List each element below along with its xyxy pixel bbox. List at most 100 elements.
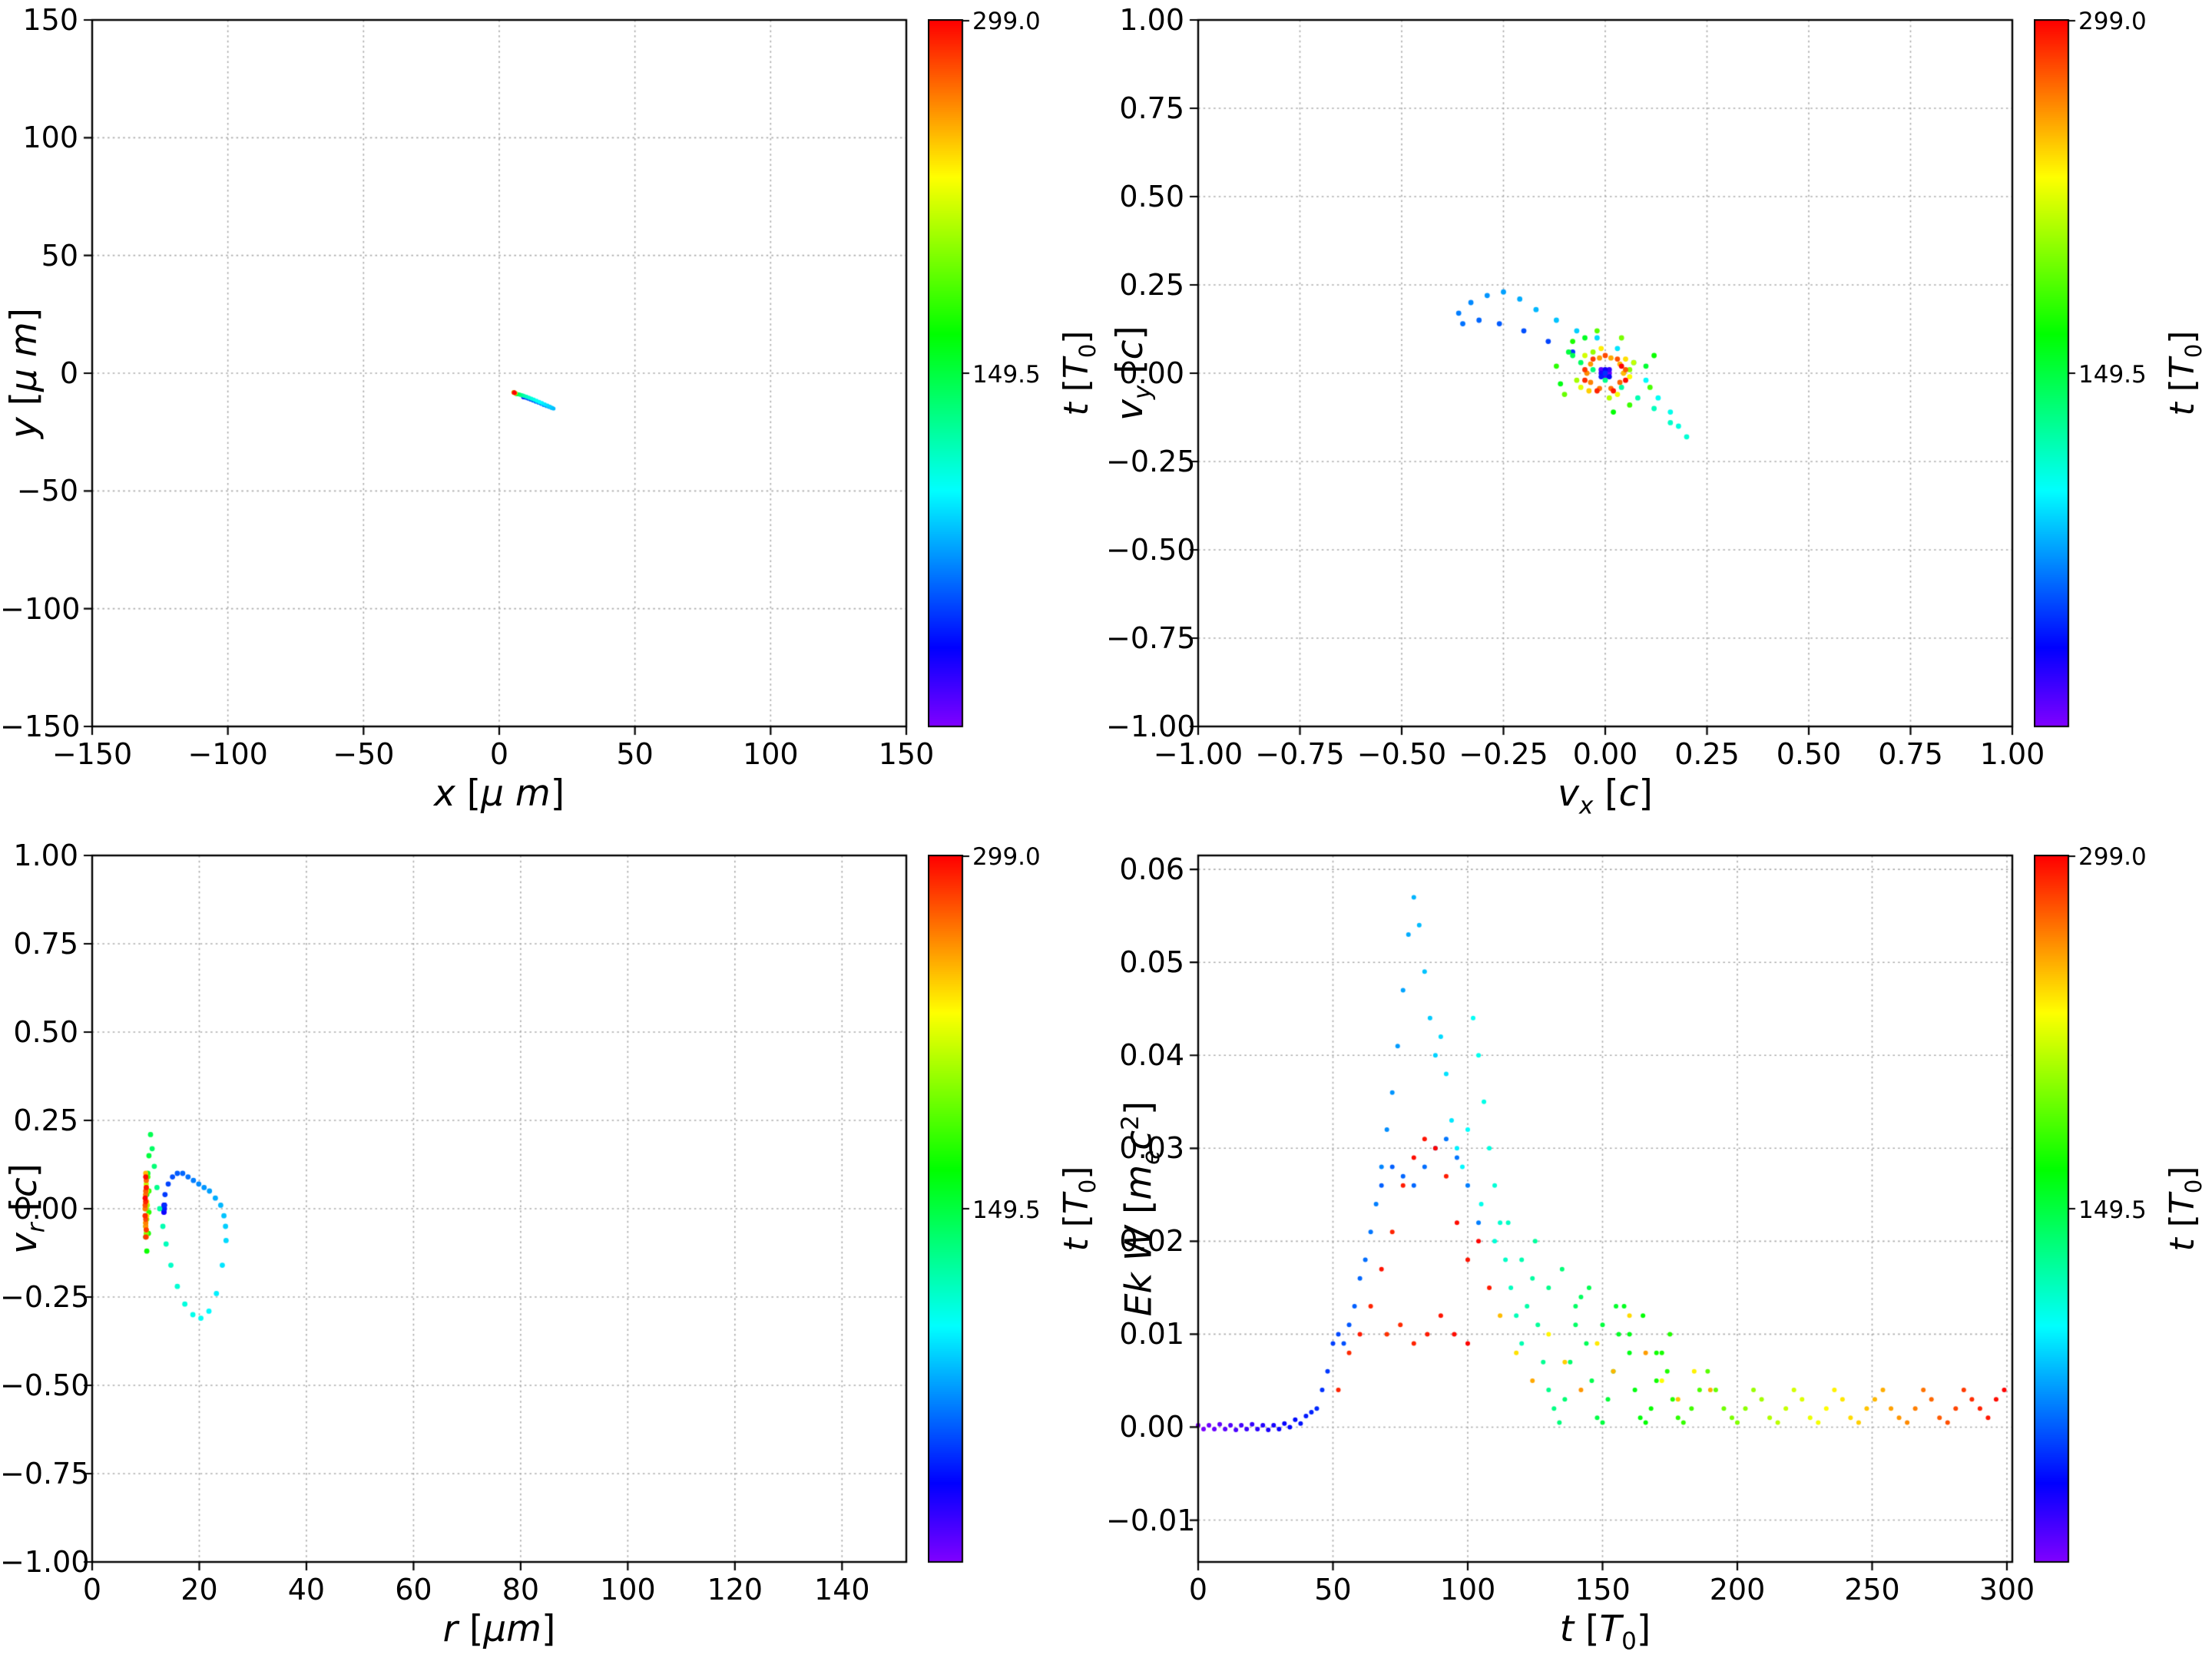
y-tick-label: −1.00 (1106, 710, 1196, 743)
x-tick-label: −100 (187, 737, 268, 771)
colorbar: 299.0 149.5 t [T0] (2034, 843, 2210, 1564)
label-fragment: [ (1574, 1608, 1600, 1650)
label-fragment: m (1118, 1164, 1161, 1200)
y-tick-label: −0.75 (0, 1457, 90, 1491)
x-tick-label: 1.00 (1979, 737, 2045, 771)
y-tick-label: 0.25 (13, 1104, 78, 1137)
label-fragment: 2 (1117, 1115, 1144, 1130)
colorbar: 299.0 149.5 t [T0] (2034, 8, 2210, 729)
label-fragment: t (1057, 402, 1096, 416)
label-fragment: [ (455, 773, 482, 815)
label-fragment: r (442, 1608, 458, 1650)
colorbar-tick-max: 299.0 (2078, 843, 2147, 871)
label-fragment: 0 (2180, 343, 2207, 359)
x-tick-label: −150 (51, 737, 133, 771)
plot-area (81, 845, 917, 1573)
label-fragment: ] (2163, 330, 2202, 344)
label-fragment: t (1559, 1608, 1575, 1650)
label-fragment: ] (1636, 1608, 1651, 1650)
colorbar: 299.0 149.5 t [T0] (928, 8, 1104, 729)
y-tick-label: −100 (0, 591, 81, 626)
label-fragment: 0 (1074, 1179, 1101, 1194)
label-fragment: t (2163, 402, 2202, 416)
x-tick-label: 0.25 (1674, 737, 1740, 771)
plot-area (81, 9, 917, 737)
colorbar-gradient (2034, 19, 2080, 729)
x-tick-label: 60 (395, 1573, 432, 1606)
x-tick-label: 50 (1314, 1573, 1352, 1606)
y-tick-label: −0.25 (0, 1280, 90, 1314)
x-tick-label: 0 (82, 1573, 102, 1606)
label-fragment: μm (483, 1608, 541, 1650)
x-axis-label: x [μ m] (92, 773, 906, 815)
label-fragment: [ (1593, 773, 1619, 815)
x-tick-label: 100 (1439, 1573, 1496, 1606)
y-tick-label: 1.00 (1119, 3, 1184, 37)
y-tick-label: −0.25 (1106, 445, 1196, 478)
label-fragment: v (1109, 399, 1151, 421)
y-tick-label: 0.00 (1119, 356, 1184, 390)
y-tick-label: −0.01 (1106, 1503, 1196, 1537)
x-tick-label: 20 (180, 1573, 218, 1606)
x-tick-label: 200 (1709, 1573, 1766, 1606)
label-fragment: c (1618, 773, 1639, 815)
label-fragment: [ (2163, 1214, 2202, 1239)
x-tick-label: 0 (489, 737, 509, 771)
label-fragment: ] (1109, 326, 1151, 340)
x-tick-label: −0.75 (1255, 737, 1345, 771)
colorbar-tick-mid: 149.5 (972, 361, 1041, 389)
x-tick-label: −50 (333, 737, 395, 771)
colorbar-label: t [T0] (1054, 20, 1101, 726)
label-fragment: [ (1118, 1199, 1161, 1226)
scatter-canvas (81, 9, 917, 737)
colorbar-label: t [T0] (1054, 855, 1101, 1562)
colorbar-tick-mid: 149.5 (972, 1196, 1041, 1224)
scatter-canvas (81, 845, 917, 1573)
y-tick-label: −0.75 (1106, 621, 1196, 655)
y-tick-label: −150 (0, 710, 81, 743)
label-fragment: 0 (1074, 343, 1101, 359)
y-tick-label: −0.50 (0, 1368, 90, 1402)
x-tick-label: 0 (1188, 1573, 1208, 1606)
x-tick-label: 100 (600, 1573, 656, 1606)
y-tick-label: 0.05 (1119, 945, 1184, 980)
x-axis-label: vx [c] (1198, 773, 2012, 819)
label-fragment: T (1057, 1193, 1096, 1215)
x-tick-label: 100 (743, 737, 799, 771)
colorbar: 299.0 149.5 t [T0] (928, 843, 1104, 1564)
x-tick-label: 0.50 (1776, 737, 1842, 771)
label-fragment: ] (541, 1608, 556, 1650)
y-tick-label: 50 (41, 238, 78, 273)
y-tick-label: −0.50 (1106, 533, 1196, 567)
colorbar-gradient (2034, 855, 2080, 1564)
label-fragment: ] (1638, 773, 1653, 815)
label-fragment: ] (550, 773, 565, 815)
y-tick-label: 150 (22, 3, 78, 37)
colorbar-tick-max: 299.0 (2078, 8, 2147, 35)
label-fragment: μ m (481, 773, 551, 815)
x-tick-label: 140 (814, 1573, 870, 1606)
y-tick-label: 0.02 (1119, 1224, 1184, 1259)
x-tick-label: 300 (1979, 1573, 2035, 1606)
label-fragment: x (433, 773, 455, 815)
label-fragment: T (1057, 358, 1096, 379)
label-fragment: 0 (1621, 1627, 1637, 1656)
label-fragment: T (2163, 1193, 2202, 1215)
subplot-r-vr: vr [c] r [μm] 299.0 149.5 t [T0] 0 20 40 60… (0, 836, 1106, 1671)
x-tick-label: 0.00 (1572, 737, 1638, 771)
label-fragment: T (2163, 358, 2202, 379)
y-tick-label: 0.04 (1119, 1038, 1184, 1073)
x-tick-label: 150 (1575, 1573, 1631, 1606)
y-tick-label: 0.06 (1119, 852, 1184, 887)
colorbar-gradient (928, 855, 974, 1564)
x-tick-label: 80 (502, 1573, 540, 1606)
x-tick-label: 150 (878, 737, 935, 771)
x-axis-label: r [μm] (92, 1608, 906, 1650)
label-fragment: v (1558, 773, 1579, 815)
plot-area (1187, 9, 2023, 737)
y-tick-label: 100 (22, 121, 78, 155)
label-fragment: y (3, 417, 45, 439)
label-fragment: x (1579, 792, 1594, 820)
label-fragment: t (2163, 1238, 2202, 1252)
